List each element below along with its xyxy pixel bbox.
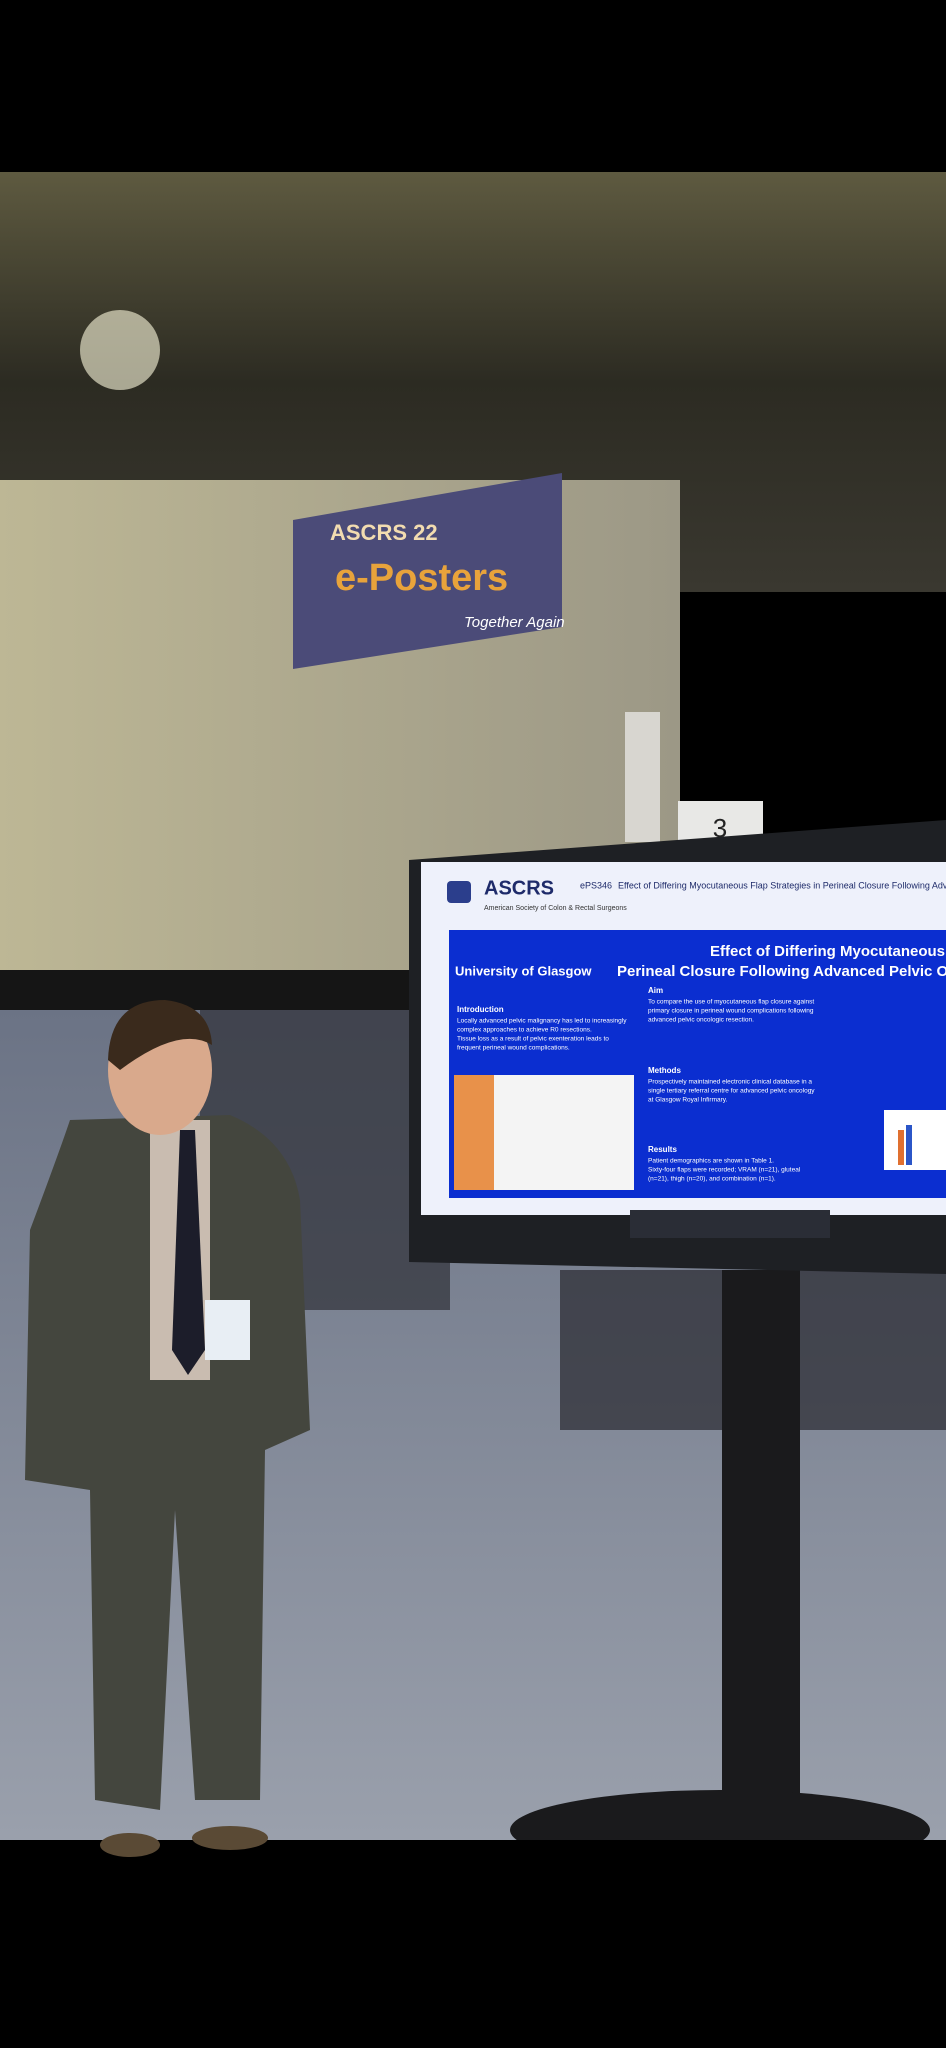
hair (108, 1000, 212, 1070)
poster: ASCRS American Society of Colon & Rectal… (447, 877, 946, 1198)
table-column (454, 1075, 494, 1190)
poster-title: Perineal Closure Following Advanced Pelv… (617, 963, 946, 980)
jacket (25, 1115, 310, 1810)
sign-title: e-Posters (335, 557, 508, 599)
shoe (100, 1833, 160, 1857)
section-heading: Aim (648, 986, 663, 995)
poster-id: ePS346 (580, 880, 612, 890)
section-line: Locally advanced pelvic malignancy has l… (457, 1018, 627, 1025)
university: University of Glasgow (455, 963, 592, 978)
section-heading: Introduction (457, 1005, 504, 1014)
section-line: To compare the use of myocutaneous flap … (648, 999, 814, 1006)
badge (205, 1300, 250, 1360)
section-line: frequent perineal wound complications. (457, 1045, 570, 1052)
logo-icon (447, 881, 471, 903)
section-line: single tertiary referral centre for adva… (648, 1088, 815, 1095)
sign-brand: ASCRS 22 (330, 520, 438, 545)
nav-bar (630, 1210, 830, 1238)
section-line: advanced pelvic oncologic resection. (648, 1017, 754, 1024)
figure (884, 1110, 946, 1170)
section-line: Patient demographics are shown in Table … (648, 1158, 774, 1165)
hanging-sign (293, 473, 562, 669)
person (25, 1000, 310, 1857)
pillar-number: 3 (713, 813, 727, 843)
pillar (625, 712, 660, 842)
section-line: Tissue loss as a result of pelvic exente… (457, 1036, 609, 1043)
society: American Society of Colon & Rectal Surge… (484, 905, 627, 912)
poster-title: Effect of Differing Myocutaneous Flap St… (710, 943, 946, 960)
bottom-bar (0, 1840, 946, 2048)
sign-tagline: Together Again (464, 614, 565, 631)
header-title: Effect of Differing Myocutaneous Flap St… (618, 880, 946, 890)
tie (172, 1130, 205, 1375)
figure-bar (898, 1130, 904, 1165)
section-line: at Glasgow Royal Infirmary. (648, 1097, 728, 1104)
section-line: (n=21), thigh (n=20), and combination (n… (648, 1176, 776, 1183)
section-heading: Results (648, 1145, 677, 1154)
section-line: primary closure in perineal wound compli… (648, 1008, 814, 1015)
shoe (192, 1826, 268, 1850)
section-line: Sixty-four flaps were recorded; VRAM (n=… (648, 1167, 801, 1174)
top-bar (0, 0, 946, 172)
figure-bar (906, 1125, 912, 1165)
section-line: complex approaches to achieve R0 resecti… (457, 1027, 592, 1034)
monitor-stand (722, 1270, 800, 1810)
section-line: Prospectively maintained electronic clin… (648, 1079, 812, 1086)
section-heading: Methods (648, 1066, 681, 1075)
ceiling-light (80, 310, 160, 390)
logo-text: ASCRS (484, 877, 554, 899)
